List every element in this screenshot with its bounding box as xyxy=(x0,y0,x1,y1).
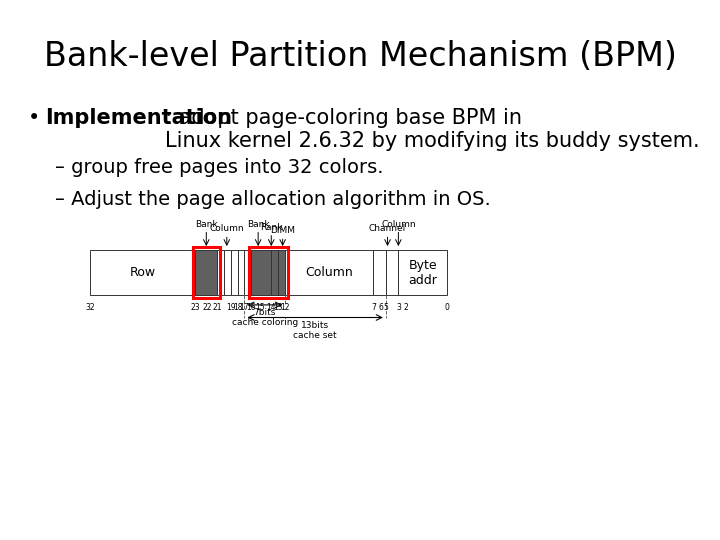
Text: 21: 21 xyxy=(212,303,222,312)
Text: : adopt page-coloring base BPM in
Linux kernel 2.6.32 by modifying its buddy sys: : adopt page-coloring base BPM in Linux … xyxy=(165,108,700,151)
Text: Row: Row xyxy=(130,266,156,279)
Text: •: • xyxy=(28,108,40,128)
Text: 14: 14 xyxy=(266,303,276,312)
Bar xyxy=(245,250,251,295)
Bar xyxy=(195,250,217,295)
Text: 3: 3 xyxy=(396,303,401,312)
Text: Bank-level Partition Mechanism (BPM): Bank-level Partition Mechanism (BPM) xyxy=(44,40,676,73)
Text: DIMM: DIMM xyxy=(270,226,295,235)
Text: 19: 19 xyxy=(226,303,235,312)
Text: Implementation: Implementation xyxy=(45,108,232,128)
Bar xyxy=(238,250,245,295)
Bar xyxy=(386,250,398,295)
Text: 18: 18 xyxy=(233,303,243,312)
Text: 17: 17 xyxy=(240,303,249,312)
Text: 13: 13 xyxy=(274,303,283,312)
Text: 0: 0 xyxy=(444,303,449,312)
Bar xyxy=(193,247,220,298)
Bar xyxy=(398,250,447,295)
Text: Bank: Bank xyxy=(247,220,269,228)
Text: 12: 12 xyxy=(280,303,289,312)
Bar xyxy=(224,250,231,295)
Bar xyxy=(271,250,278,295)
Text: 6: 6 xyxy=(378,303,383,312)
Text: 5: 5 xyxy=(383,303,388,312)
Text: 23: 23 xyxy=(191,303,200,312)
Text: 2: 2 xyxy=(403,303,408,312)
Text: Rank: Rank xyxy=(260,223,282,232)
Text: Byte
addr: Byte addr xyxy=(408,259,437,287)
Text: 13bits
cache set: 13bits cache set xyxy=(293,321,337,340)
Text: – Adjust the page allocation algorithm in OS.: – Adjust the page allocation algorithm i… xyxy=(55,190,491,209)
Text: Column: Column xyxy=(381,220,415,228)
Text: Channel: Channel xyxy=(369,225,406,233)
Text: Bank: Bank xyxy=(195,220,217,228)
Bar xyxy=(373,250,386,295)
Bar xyxy=(285,250,373,295)
Text: Column: Column xyxy=(210,225,244,233)
Text: 15: 15 xyxy=(255,303,265,312)
Text: 16: 16 xyxy=(246,303,256,312)
Text: – group free pages into 32 colors.: – group free pages into 32 colors. xyxy=(55,158,384,177)
Bar xyxy=(251,250,271,295)
Text: 32: 32 xyxy=(85,303,95,312)
Text: 7: 7 xyxy=(371,303,376,312)
Text: 22: 22 xyxy=(202,303,212,312)
Bar xyxy=(278,250,285,295)
Text: Column: Column xyxy=(305,266,353,279)
Bar xyxy=(231,250,238,295)
Text: 7bits
cache coloring: 7bits cache coloring xyxy=(232,308,298,327)
Bar xyxy=(90,250,195,295)
Bar xyxy=(217,250,224,295)
Bar xyxy=(248,247,288,298)
